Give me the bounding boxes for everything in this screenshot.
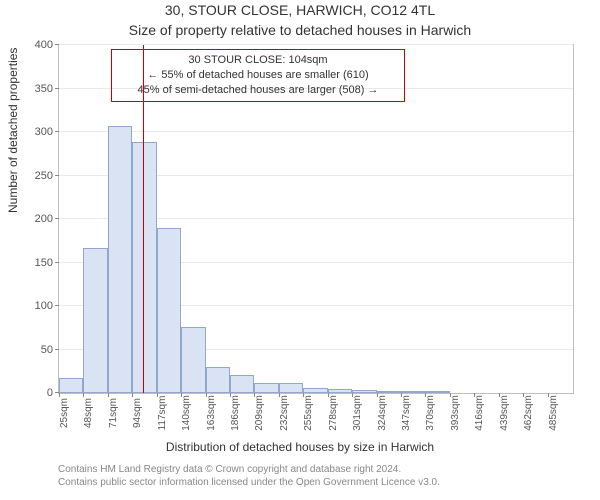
ytick-label: 250 (21, 170, 53, 182)
xtick-label: 255sqm (303, 395, 314, 431)
histogram-bar (181, 327, 205, 393)
xtick-label: 439sqm (499, 395, 510, 431)
gridline (59, 44, 573, 45)
ytick-label: 300 (21, 126, 53, 138)
ytick-label: 200 (21, 213, 53, 225)
histogram-bar (377, 391, 401, 393)
ytick-mark (55, 349, 59, 350)
histogram-bar (83, 248, 107, 393)
xtick-mark (83, 393, 84, 397)
chart-plot-area: 05010015020025030035040025sqm48sqm71sqm9… (58, 44, 574, 394)
xtick-label: 278sqm (328, 395, 339, 431)
ytick-label: 100 (21, 300, 53, 312)
ytick-mark (55, 88, 59, 89)
xtick-label: 117sqm (157, 396, 168, 431)
xtick-label: 140sqm (181, 395, 192, 431)
page-title: 30, STOUR CLOSE, HARWICH, CO12 4TL (0, 2, 600, 18)
info-box: 30 STOUR CLOSE: 104sqm← 55% of detached … (111, 49, 405, 102)
histogram-bar (254, 383, 278, 393)
xtick-mark (59, 393, 60, 397)
gridline (59, 131, 573, 132)
histogram-bar (132, 142, 156, 393)
histogram-bar (303, 388, 327, 393)
xtick-label: 232sqm (279, 395, 290, 431)
xtick-label: 462sqm (523, 395, 534, 431)
xtick-mark (132, 393, 133, 397)
xtick-label: 186sqm (230, 395, 241, 431)
ytick-label: 400 (21, 39, 53, 51)
histogram-bar (401, 391, 425, 393)
histogram-bar (328, 389, 352, 393)
histogram-bar (157, 228, 181, 393)
xtick-label: 393sqm (450, 395, 461, 431)
xtick-label: 209sqm (254, 395, 265, 431)
ytick-label: 0 (21, 387, 53, 399)
page-subtitle: Size of property relative to detached ho… (0, 22, 600, 38)
xtick-label: 347sqm (401, 395, 412, 431)
xtick-label: 71sqm (108, 398, 119, 428)
footer-line: Contains public sector information licen… (58, 477, 578, 490)
xtick-label: 163sqm (206, 395, 217, 431)
footer-line: Contains HM Land Registry data © Crown c… (58, 464, 578, 477)
xtick-label: 25sqm (59, 398, 70, 428)
xtick-label: 485sqm (548, 395, 559, 431)
x-axis-label: Distribution of detached houses by size … (0, 440, 600, 454)
ytick-label: 50 (21, 344, 53, 356)
histogram-bar (59, 378, 83, 393)
xtick-label: 301sqm (352, 395, 363, 431)
ytick-label: 150 (21, 257, 53, 269)
ytick-mark (55, 44, 59, 45)
y-axis-label: Number of detached properties (6, 48, 20, 213)
ytick-mark (55, 305, 59, 306)
xtick-label: 48sqm (83, 398, 94, 428)
xtick-label: 94sqm (132, 398, 143, 428)
histogram-bar (206, 367, 230, 393)
ytick-mark (55, 218, 59, 219)
ytick-mark (55, 175, 59, 176)
info-box-line: ← 55% of detached houses are smaller (61… (118, 68, 398, 83)
footer-attribution: Contains HM Land Registry data © Crown c… (58, 464, 578, 489)
xtick-label: 416sqm (474, 395, 485, 431)
xtick-label: 370sqm (425, 395, 436, 431)
xtick-label: 324sqm (377, 395, 388, 431)
histogram-bar (279, 383, 303, 393)
histogram-bar (230, 375, 254, 393)
info-box-line: 30 STOUR CLOSE: 104sqm (118, 53, 398, 68)
histogram-bar (108, 126, 132, 393)
ytick-label: 350 (21, 83, 53, 95)
xtick-mark (108, 393, 109, 397)
histogram-bar (352, 390, 376, 393)
info-box-line: 45% of semi-detached houses are larger (… (118, 83, 398, 98)
histogram-bar (425, 391, 449, 393)
ytick-mark (55, 262, 59, 263)
ytick-mark (55, 131, 59, 132)
